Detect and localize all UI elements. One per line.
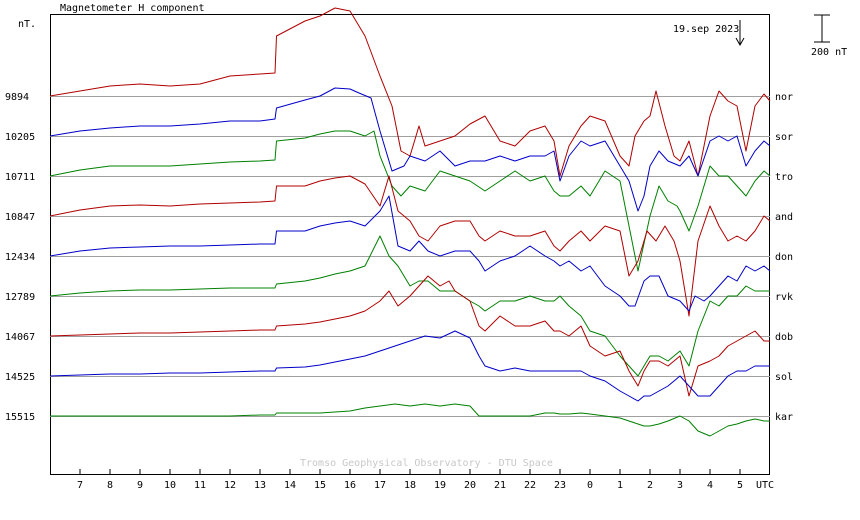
baseline-value-sol: 14525 [5, 372, 35, 383]
x-tick-label-23: 23 [554, 480, 566, 491]
x-tick-label-1: 1 [617, 480, 623, 491]
x-tick-label-13: 13 [254, 480, 266, 491]
x-tick-label-0: 0 [587, 480, 593, 491]
baseline-value-don: 12434 [5, 252, 35, 263]
x-tick-label-3: 3 [677, 480, 683, 491]
station-label-tro: tro [775, 172, 793, 183]
unit-label: nT. [18, 19, 36, 30]
x-tick-label-16: 16 [344, 480, 356, 491]
trace-rvk [49, 235, 770, 377]
x-tick-label-22: 22 [524, 480, 536, 491]
x-tick-label-19: 19 [434, 480, 446, 491]
station-label-rvk: rvk [775, 292, 793, 303]
trace-nor [49, 7, 771, 177]
station-label-don: don [775, 252, 793, 263]
plot-frame [50, 14, 770, 475]
baseline-value-sor: 10205 [5, 132, 35, 143]
baseline-value-nor: 9894 [5, 92, 29, 103]
x-tick-label-7: 7 [77, 480, 83, 491]
chart-title: Magnetometer H component [60, 3, 205, 14]
baseline-values: 9894 10205 10711 10847 12434 12789 14067 14525 1… [5, 92, 35, 423]
scale-bar-icon [814, 14, 830, 43]
baseline-value-rvk: 12789 [5, 292, 35, 303]
baseline-value-kar: 15515 [5, 412, 35, 423]
x-tick-label-8: 8 [107, 480, 113, 491]
baseline-value-dob: 14067 [5, 332, 35, 343]
x-tick-label-15: 15 [314, 480, 326, 491]
station-label-sor: sor [775, 132, 793, 143]
station-label-sol: sol [775, 372, 793, 383]
x-tick-label-10: 10 [164, 480, 176, 491]
baseline-value-tro: 10711 [5, 172, 35, 183]
scale-label: 200 nT [811, 47, 847, 58]
station-label-nor: nor [775, 92, 793, 103]
station-names: nor sor tro and don rvk dob sol kar [775, 92, 793, 423]
trace-and [49, 175, 771, 317]
x-tick-label-14: 14 [284, 480, 296, 491]
trace-sol [49, 330, 770, 402]
station-traces [49, 7, 771, 437]
x-axis: 7 8 9 10 11 12 13 14 15 16 17 18 19 20 21 22 23 0 1 2 3 4 5 [77, 469, 743, 491]
x-tick-label-17: 17 [374, 480, 386, 491]
station-label-and: and [775, 212, 793, 223]
date-arrow-icon [735, 20, 745, 47]
x-tick-label-9: 9 [137, 480, 143, 491]
trace-don [49, 195, 771, 312]
x-tick-label-21: 21 [494, 480, 506, 491]
date-label: 19.sep 2023 [673, 24, 739, 35]
x-tick-label-18: 18 [404, 480, 416, 491]
x-tick-label-11: 11 [194, 480, 206, 491]
x-axis-unit: UTC [756, 480, 774, 491]
x-tick-label-4: 4 [707, 480, 713, 491]
x-tick-label-12: 12 [224, 480, 236, 491]
x-tick-label-2: 2 [647, 480, 653, 491]
trace-tro [49, 130, 771, 272]
x-tick-label-20: 20 [464, 480, 476, 491]
station-label-dob: dob [775, 332, 793, 343]
trace-dob [49, 275, 770, 397]
baseline-value-and: 10847 [5, 212, 35, 223]
credit-text: Tromso Geophysical Observatory - DTU Spa… [300, 458, 553, 469]
x-tick-label-5: 5 [737, 480, 743, 491]
trace-sor [49, 87, 771, 212]
station-label-kar: kar [775, 412, 793, 423]
trace-kar [50, 403, 770, 437]
